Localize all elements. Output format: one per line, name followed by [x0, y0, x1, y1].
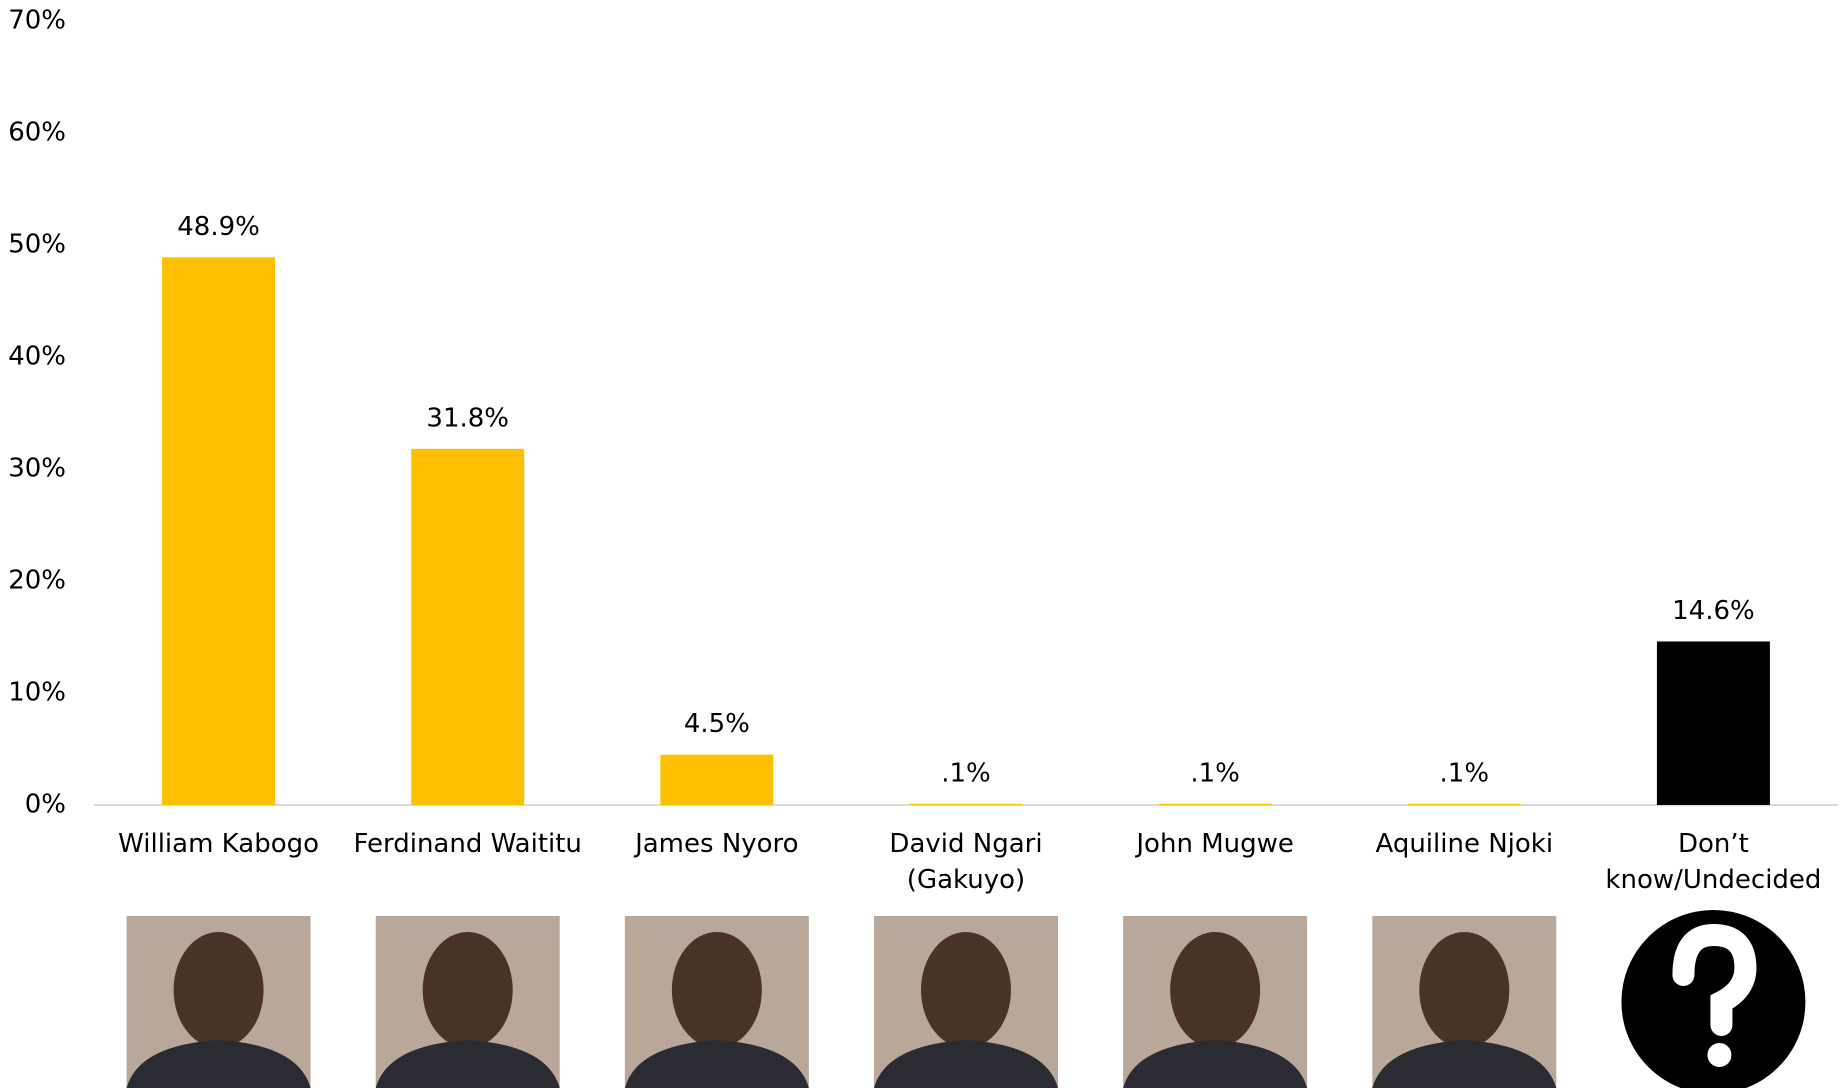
x-tick-label: David Ngari (Gakuyo) — [889, 829, 1043, 895]
y-tick-label: 0% — [25, 790, 66, 820]
photo-shoulders — [375, 1040, 560, 1088]
photo-face — [173, 932, 264, 1048]
bar — [660, 754, 774, 805]
y-tick-label: 70% — [8, 6, 66, 36]
data-label: .1% — [1440, 758, 1490, 788]
y-tick-label: 20% — [8, 566, 66, 596]
y-tick-label: 50% — [8, 230, 66, 260]
photo-face — [671, 932, 762, 1048]
x-tick-label: Aquiline Njoki — [1375, 829, 1554, 859]
photo-shoulders — [624, 1040, 809, 1088]
photo-shoulders — [126, 1040, 311, 1088]
x-tick-label: William Kabogo — [118, 829, 320, 859]
data-label: .1% — [941, 758, 991, 788]
data-label: 4.5% — [684, 709, 750, 739]
x-tick-label: James Nyoro — [635, 829, 799, 859]
y-tick-label: 10% — [8, 678, 66, 708]
y-tick-label: 30% — [8, 454, 66, 484]
photo-face — [921, 932, 1011, 1048]
bar — [1407, 803, 1521, 805]
data-label: 31.8% — [426, 403, 509, 433]
x-tick-label: John Mugwe — [1136, 829, 1294, 859]
bar — [162, 257, 276, 805]
question-mark — [1672, 923, 1757, 1036]
photo-shoulders — [1123, 1040, 1308, 1088]
question-dot — [1707, 1043, 1732, 1067]
x-tick-label: Ferdinand Waititu — [353, 829, 582, 859]
bar — [411, 448, 525, 805]
y-tick-label: 40% — [8, 342, 66, 372]
photo-face — [1170, 932, 1261, 1048]
data-label: .1% — [1190, 758, 1240, 788]
data-label: 14.6% — [1672, 596, 1755, 626]
bar — [1656, 641, 1770, 805]
y-tick-label: 60% — [8, 118, 66, 148]
x-tick-label: Don’t know/Undecided — [1605, 829, 1822, 895]
bar — [909, 803, 1023, 805]
bar — [1158, 803, 1272, 805]
photo-face — [1419, 932, 1510, 1048]
photo-face — [422, 932, 513, 1048]
photo-shoulders — [1372, 1040, 1557, 1088]
data-label: 48.9% — [177, 212, 260, 242]
photo-shoulders — [874, 1040, 1058, 1088]
